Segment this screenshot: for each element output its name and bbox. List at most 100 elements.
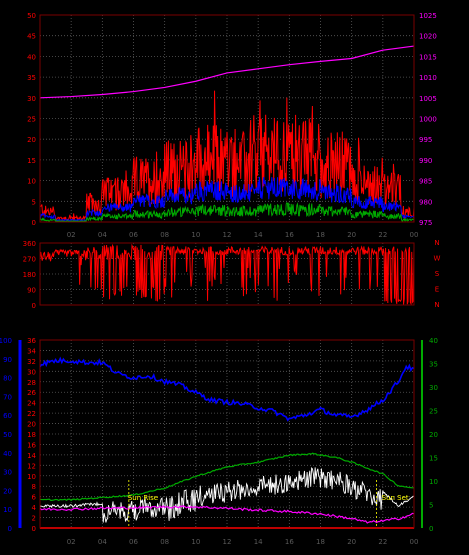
temp-tick-label: 25 <box>429 408 438 416</box>
y2-tick-label: 990 <box>419 157 432 165</box>
x-tick-label: 20 <box>347 538 356 546</box>
chart-title: 24 horas gráfico hasta: 19 Mayo 2013 <box>135 1 320 13</box>
compass-label: N <box>434 239 439 247</box>
y2-tick-label: 985 <box>419 178 432 186</box>
temperature-line <box>39 452 415 502</box>
y2-tick-label: 1000 <box>419 116 437 124</box>
x-tick-label: 16 <box>285 231 294 239</box>
y-tick-label: 25 <box>27 116 36 124</box>
y-tick-label: 20 <box>27 136 36 144</box>
y-tick-label: 10 <box>27 178 36 186</box>
x-tick-label: 06 <box>129 231 138 239</box>
wind-direction-line <box>39 243 415 306</box>
temp-tick-label: 10 <box>429 478 438 486</box>
x-tick-label: 12 <box>223 231 232 239</box>
y2-tick-label: 975 <box>419 219 432 227</box>
compass-label: E <box>435 286 439 294</box>
p1-frame <box>39 14 415 223</box>
x-tick-label: 18 <box>316 538 325 546</box>
rain-tick-label: 4 <box>32 504 37 512</box>
rain-tick-label: 18 <box>27 431 36 439</box>
wind-average-line <box>39 201 415 223</box>
rain-tick-label: 22 <box>27 410 36 418</box>
y-tick-label: 270 <box>23 256 36 264</box>
y2-tick-label: 995 <box>419 136 432 144</box>
wind-gust-line <box>39 176 415 222</box>
y-tick-label: 5 <box>32 198 36 206</box>
temperature-humidity-panel: 0102030405060708090100024681012141618202… <box>0 337 438 546</box>
compass-label: S <box>435 270 440 278</box>
temp-tick-label: 30 <box>429 384 438 392</box>
x-tick-label: 12 <box>223 538 232 546</box>
humidity-tick-label: 20 <box>3 487 12 495</box>
rain-tick-label: 32 <box>27 358 36 366</box>
humidity-tick-label: 0 <box>8 525 12 533</box>
x-tick-label: 00 <box>410 538 419 546</box>
p3-frame <box>39 339 415 529</box>
temp-tick-label: 0 <box>429 525 433 533</box>
rain-tick-label: 0 <box>32 525 36 533</box>
rain-tick-label: 34 <box>27 347 36 355</box>
rain-tick-label: 24 <box>27 400 36 408</box>
x-tick-label: 20 <box>347 231 356 239</box>
temperature-label: Temperatura <box>313 321 376 333</box>
y-tick-label: 40 <box>27 53 36 61</box>
humidity-tick-label: 90 <box>3 356 12 364</box>
y-tick-label: 180 <box>23 271 36 279</box>
humidity-tick-label: 70 <box>3 393 12 401</box>
dewpoint-label: Punto rocío <box>392 321 448 333</box>
x-tick-label: 16 <box>285 538 294 546</box>
x-tick-label: 08 <box>160 231 169 239</box>
humidity-line <box>39 356 415 422</box>
rain-tick-label: 26 <box>27 389 36 397</box>
y-tick-label: 0 <box>32 219 36 227</box>
y-tick-label: 90 <box>27 287 36 295</box>
rain-tick-label: 8 <box>32 483 36 491</box>
humidity-tick-label: 60 <box>3 412 12 420</box>
humidity-label: Humedad <box>65 321 113 333</box>
rain-label: Lluvia <box>2 321 32 333</box>
temp-tick-label: 15 <box>429 455 438 463</box>
rain-tick-label: 2 <box>32 515 36 523</box>
windchill-label: Windchill <box>246 321 290 333</box>
windchill-line <box>39 466 415 523</box>
pressure-label: Presión <box>370 1 407 13</box>
rain-tick-label: 6 <box>32 494 37 502</box>
y2-tick-label: 1015 <box>419 53 437 61</box>
x-tick-label: 10 <box>191 538 200 546</box>
x-tick-label: 14 <box>254 231 263 239</box>
temp-tick-label: 5 <box>429 502 433 510</box>
sunrise-label: Sun Rise <box>128 494 158 502</box>
x-tick-label: 02 <box>67 538 76 546</box>
humidity-tick-label: 30 <box>3 469 12 477</box>
temp-tick-label: 20 <box>429 431 438 439</box>
x-tick-label: 00 <box>410 231 419 239</box>
rain-tick-label: 16 <box>27 441 36 449</box>
x-tick-label: 22 <box>378 231 387 239</box>
compass-label: W <box>434 255 441 263</box>
y-tick-label: 360 <box>23 240 36 248</box>
dewpoint-line <box>39 505 415 524</box>
temp-tick-label: 40 <box>429 337 438 345</box>
y-tick-label: 50 <box>27 12 36 20</box>
x-tick-label: 04 <box>98 231 107 239</box>
rain-tick-label: 12 <box>27 462 36 470</box>
y2-tick-label: 1020 <box>419 33 437 41</box>
y2-tick-label: 1025 <box>419 12 437 20</box>
x-tick-label: 10 <box>191 231 200 239</box>
humidity-tick-label: 50 <box>3 431 12 439</box>
wind-pressure-panel: 0510152025303540455097598098599099510001… <box>27 12 437 239</box>
x-tick-label: 04 <box>98 538 107 546</box>
y-tick-label: 45 <box>27 33 36 41</box>
pressure-line <box>39 45 415 99</box>
y-tick-label: 15 <box>27 157 36 165</box>
y2-tick-label: 1010 <box>419 74 437 82</box>
x-tick-label: 06 <box>129 538 138 546</box>
rain-tick-label: 14 <box>27 452 36 460</box>
humidity-tick-label: 80 <box>3 375 12 383</box>
x-tick-label: 02 <box>67 231 76 239</box>
y-tick-label: 35 <box>27 74 36 82</box>
humidity-tick-label: 10 <box>3 506 12 514</box>
p2-frame <box>39 242 415 306</box>
